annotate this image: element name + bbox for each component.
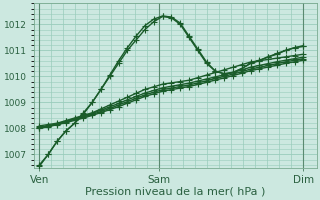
X-axis label: Pression niveau de la mer( hPa ): Pression niveau de la mer( hPa )	[85, 187, 266, 197]
